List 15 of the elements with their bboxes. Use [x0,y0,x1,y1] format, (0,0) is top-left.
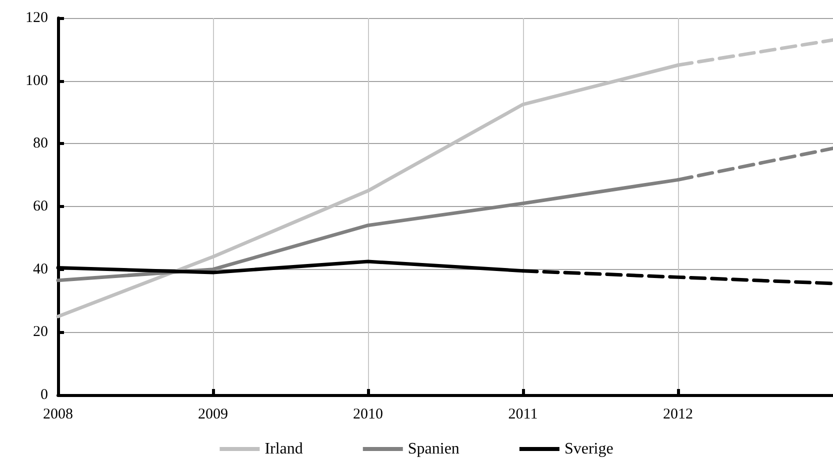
legend-label: Spanien [408,440,460,458]
legend-label: Irland [264,440,303,458]
x-tick-label: 2010 [353,406,383,422]
y-tick-label: 60 [33,198,48,214]
y-tick-label: 80 [33,136,48,152]
y-tick-label: 120 [26,10,48,26]
legend-label: Sverige [564,440,614,458]
x-tick-label: 2011 [508,406,538,422]
x-tick-label: 2008 [43,406,73,422]
y-tick-label: 20 [33,324,48,340]
x-tick-label: 2009 [198,406,228,422]
y-tick-label: 40 [33,261,48,278]
x-tick-label: 2012 [663,406,693,422]
y-tick-label: 100 [26,72,48,89]
y-tick-label: 0 [40,387,48,403]
